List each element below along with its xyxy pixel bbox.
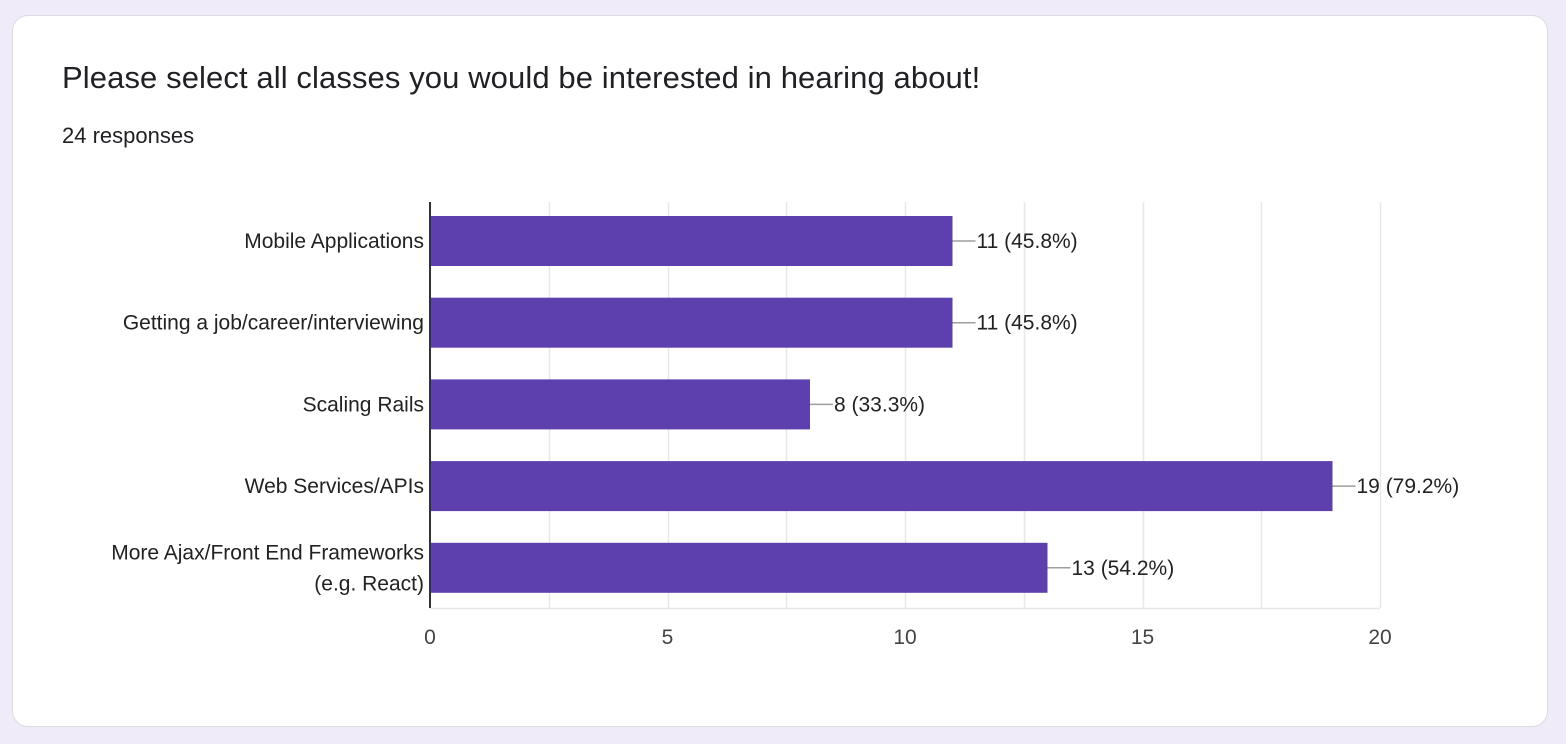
response-count: 24 responses — [62, 123, 195, 148]
data-label: 13 (54.2%) — [1072, 557, 1175, 580]
category-label: (e.g. React) — [314, 572, 424, 595]
x-tick-label: 0 — [424, 626, 436, 649]
bar — [430, 297, 953, 348]
category-label: Mobile Applications — [244, 230, 424, 253]
bar — [430, 216, 953, 266]
category-label: Web Services/APIs — [245, 475, 424, 498]
category-label: Getting a job/career/interviewing — [123, 312, 424, 335]
question-title: Please select all classes you would be i… — [62, 60, 981, 95]
bar-chart: 0 5 10 15 20 11 (45.8%) Mobile Applications 11 … — [111, 202, 1460, 649]
bar — [430, 461, 1333, 512]
data-label: 19 (79.2%) — [1357, 475, 1460, 498]
x-tick-label: 20 — [1368, 626, 1391, 649]
data-label: 8 (33.3%) — [834, 393, 925, 416]
data-label: 11 (45.8%) — [977, 230, 1078, 253]
bar — [430, 542, 1048, 593]
category-label: Scaling Rails — [303, 393, 424, 416]
x-tick-label: 10 — [893, 626, 916, 649]
question-card: Please select all classes you would be i… — [12, 15, 1548, 727]
category-label: More Ajax/Front End Frameworks — [111, 541, 424, 564]
data-label: 11 (45.8%) — [977, 312, 1078, 335]
x-tick-label: 5 — [662, 626, 674, 649]
x-tick-label: 15 — [1131, 626, 1154, 649]
bar — [430, 379, 810, 430]
